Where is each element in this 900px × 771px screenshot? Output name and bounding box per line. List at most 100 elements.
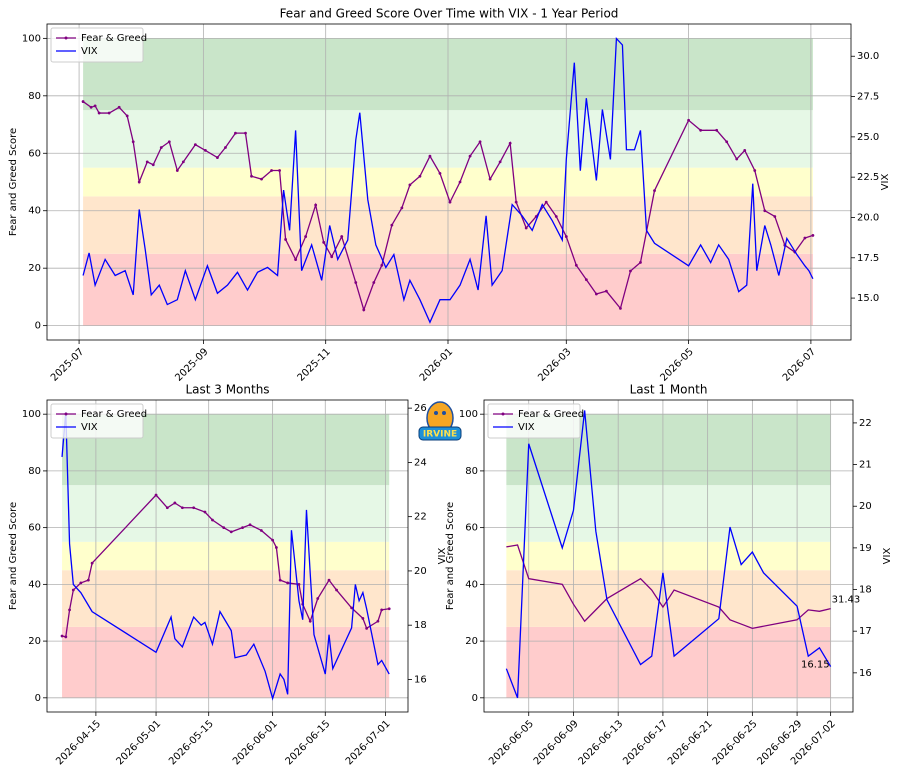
logo-text: IRVINE [423,430,457,440]
point [165,506,169,510]
legend-box [50,403,144,439]
y-tick-label: 100 [459,409,478,420]
y-axis-label: Fear and Greed Score [8,128,19,236]
y-tick-label: 80 [28,91,41,102]
point [376,619,380,623]
point [574,263,578,267]
point [60,634,64,638]
point [270,169,273,172]
point [159,146,163,149]
series-line [61,412,390,701]
point [524,226,528,230]
point [81,100,85,103]
zone [62,570,390,627]
legend-label: Fear & Greed [518,409,584,420]
point [390,223,394,227]
legend: Fear & Greed VIX [50,403,147,439]
chart: 2026-04-15 2026-05-01 2026-05-15 2026-06-01… [8,383,448,768]
x-tick-label: 2026-05 [659,346,696,383]
point [294,258,298,261]
y-tick-label: 0 [35,693,41,704]
value-label: 16.15 [801,660,830,671]
y-axis-label: Fear and Greed Score [8,502,19,610]
point [181,160,185,164]
point [90,561,94,565]
y2-tick-label: 22.5 [857,172,879,183]
point [278,578,282,582]
y-tick-label: 0 [472,693,478,704]
y2-tick-label: 19 [859,543,872,554]
y2-tick-label: 30.0 [857,51,879,62]
point [322,240,326,244]
y-tick-label: 40 [465,579,478,590]
y2-tick-label: 18 [414,620,427,631]
y2-tick-label: 16 [859,668,872,679]
logo-eye [442,411,446,415]
point [725,140,729,144]
y2-tick-label: 17 [859,626,872,637]
x-tick-label: 2026-06-13 [577,718,626,767]
point [773,215,777,218]
point [211,518,214,522]
point [151,163,155,167]
point [154,493,158,497]
point [340,235,344,238]
legend-label: Fear & Greed [81,33,147,44]
logo: IRVINE [418,401,462,441]
zone [62,541,390,571]
point [314,203,318,207]
zone [506,626,831,698]
chart-title: Last 1 Month [630,383,708,397]
x-tick-label: 2026-06-09 [532,718,581,767]
x-tick-label: 2026-06-05 [487,718,536,767]
point [327,578,331,582]
point [137,180,141,184]
series-line [505,410,832,699]
point [234,131,237,135]
y-tick-label: 80 [465,466,478,477]
x-tick-label: 2026-05-15 [167,718,216,767]
y-tick-label: 60 [28,148,41,159]
y2-tick-label: 15.0 [857,293,879,304]
point [753,169,757,172]
y2-tick-label: 27.5 [857,92,879,103]
point [222,526,226,530]
point [498,160,502,164]
y-tick-label: 20 [28,636,41,647]
point [274,546,278,549]
point [203,510,207,514]
legend-marker [64,36,68,40]
legend-marker [64,412,68,416]
x-tick-label: 2026-06-21 [666,718,715,767]
point [284,238,287,241]
chart: 2025-07 2025-09 2025-11 2026-01 2026-03 2026-… [8,7,891,384]
series-line [82,36,814,324]
x-tick-label: 2026-03 [536,346,573,383]
point [145,160,149,164]
y2-tick-label: 22 [859,418,872,429]
point [653,189,656,193]
point [229,530,233,534]
y2-tick-label: 20 [859,501,872,512]
point [488,177,492,181]
legend-box [487,403,581,439]
point [131,140,135,144]
point [86,578,90,582]
point [180,506,184,510]
point [604,289,608,293]
y2-tick-label: 22 [414,512,427,523]
logo-eye [434,411,438,415]
point [362,308,366,312]
x-tick-label: 2026-06-01 [231,718,280,767]
x-tick-label: 2026-04-15 [54,718,103,767]
legend-box [50,27,144,63]
point [354,281,358,284]
point [89,105,93,109]
point [715,128,719,132]
point [117,105,121,109]
point [241,526,244,530]
point [316,597,320,600]
y2-tick-label: 20 [414,566,427,577]
y2-axis-label: VIX [880,174,891,191]
